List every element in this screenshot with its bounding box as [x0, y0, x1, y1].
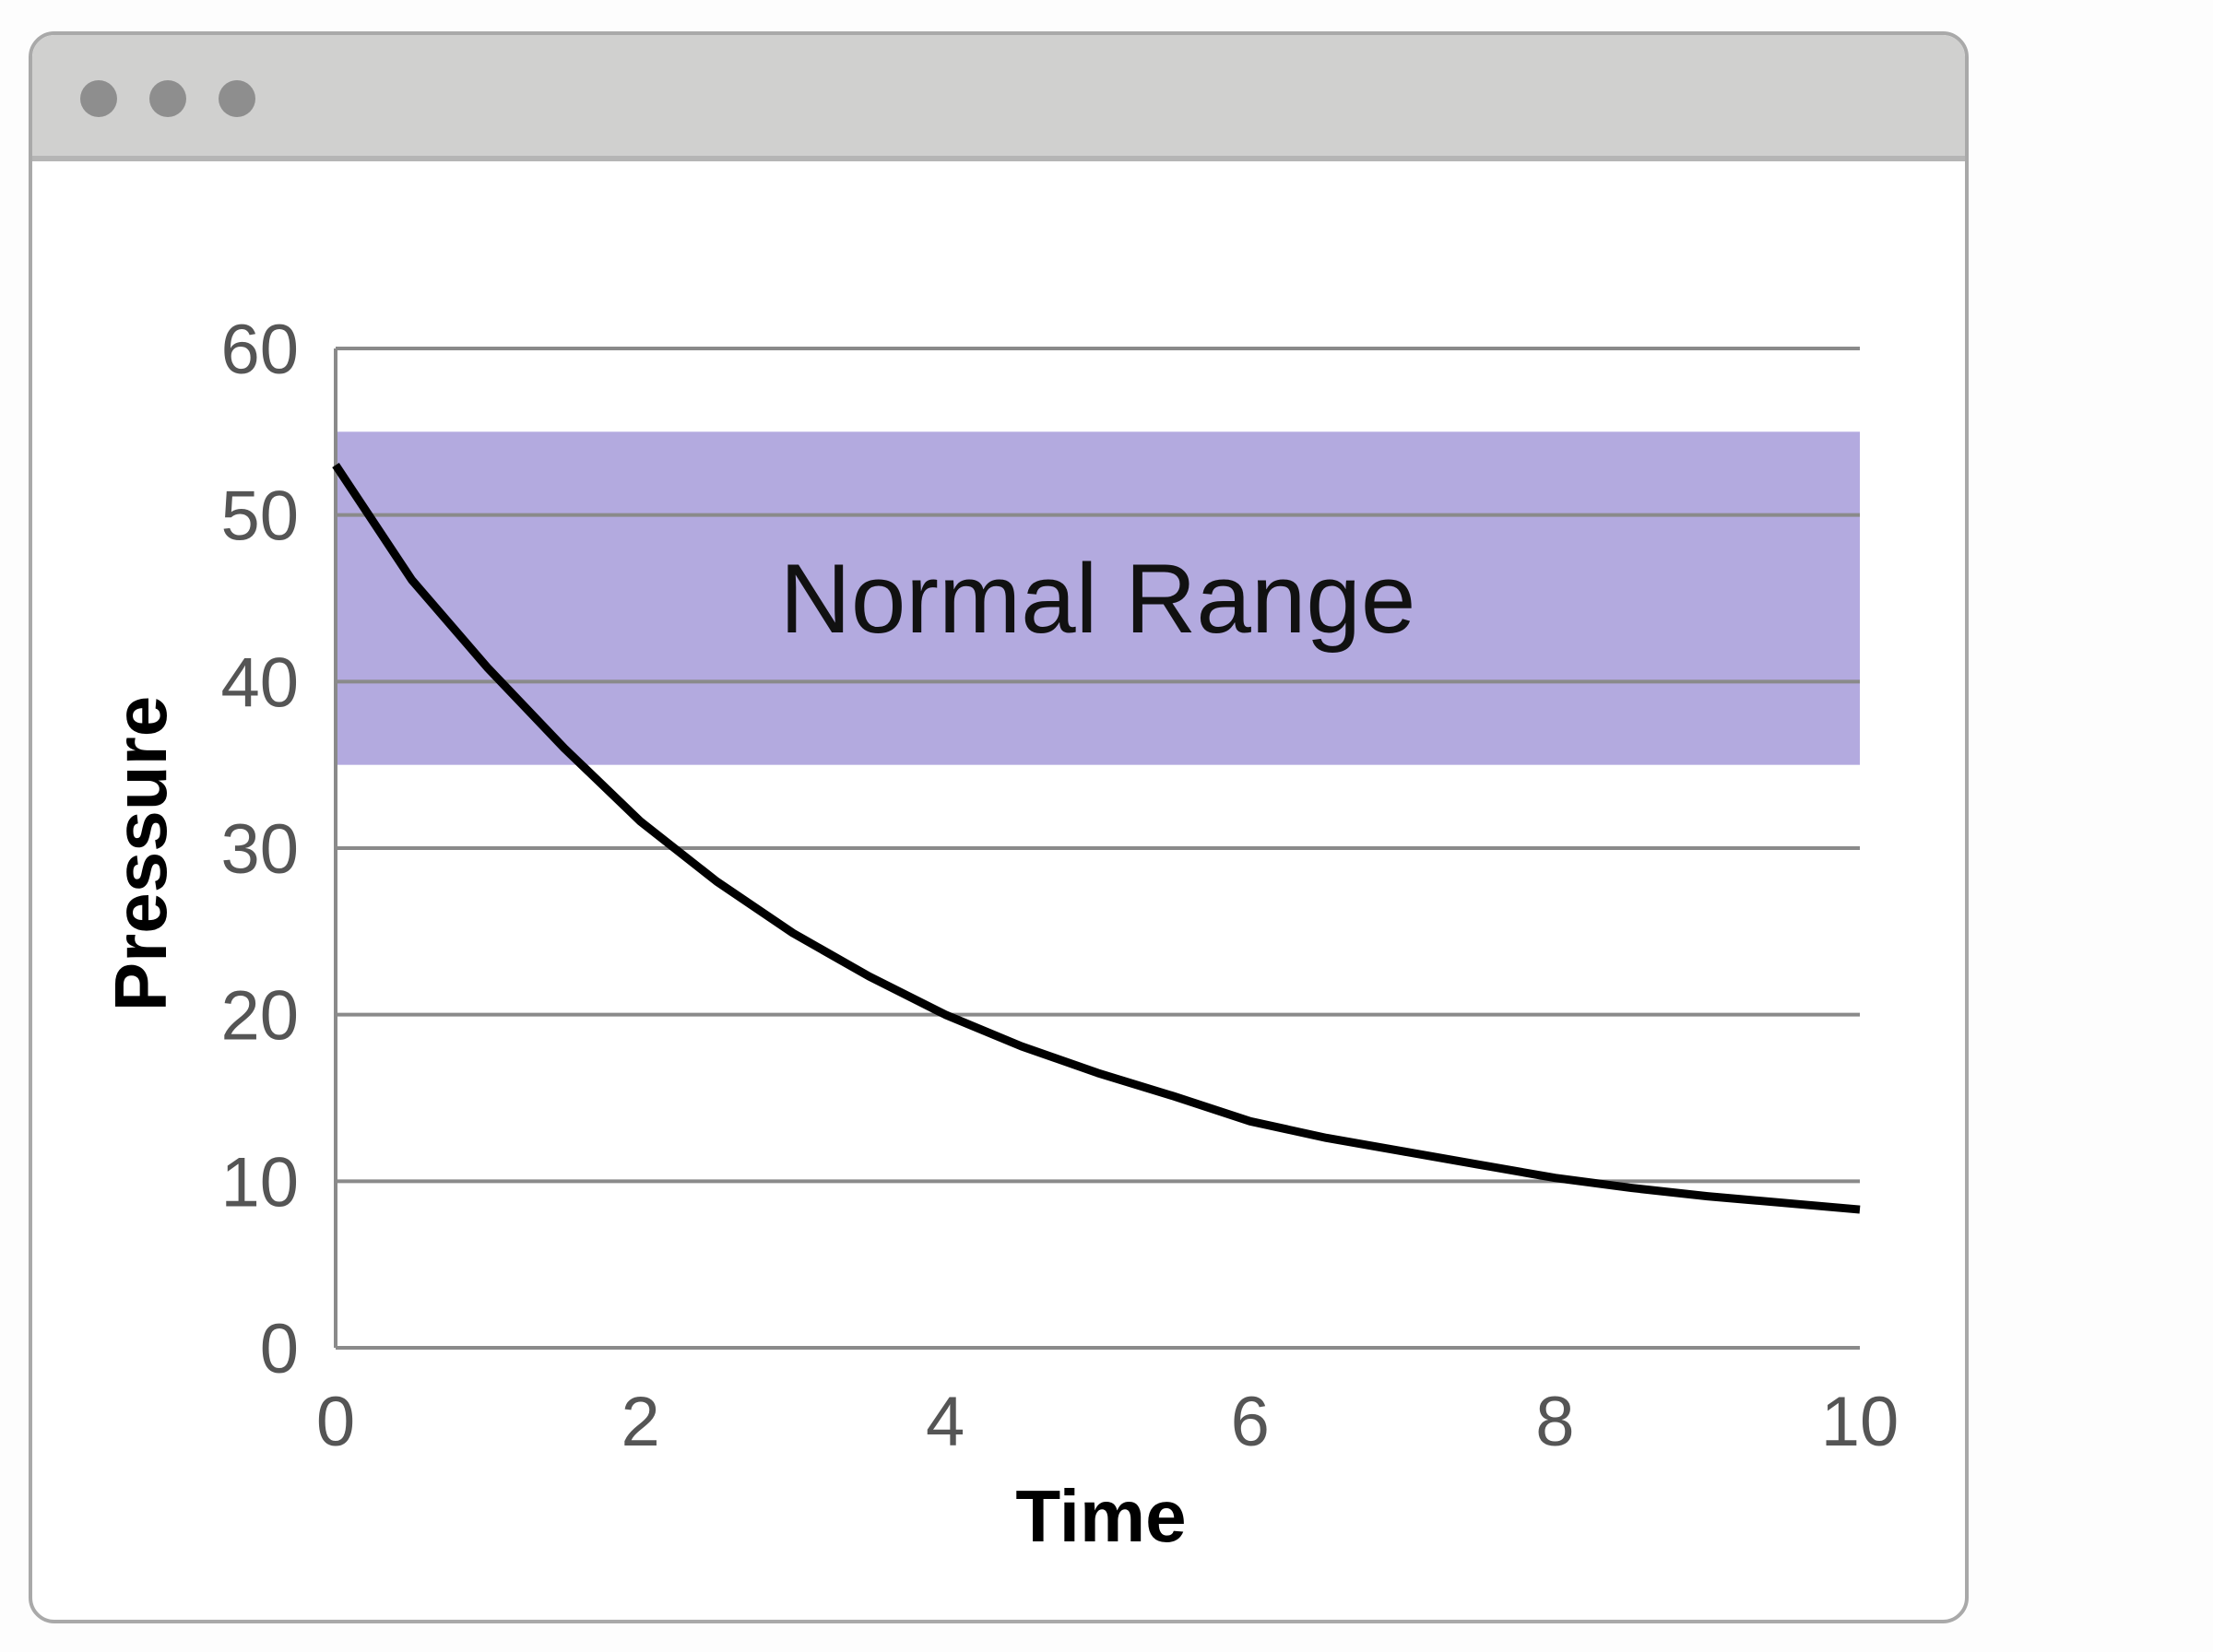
window-control-dot[interactable] [80, 80, 117, 117]
x-tick-label: 10 [1821, 1383, 1899, 1461]
x-axis-label: Time [1015, 1475, 1186, 1557]
browser-window [29, 31, 1969, 1623]
normal-range-label: Normal Range [780, 543, 1416, 654]
y-tick-label: 50 [220, 478, 299, 556]
title-bar [32, 35, 1965, 161]
y-tick-label: 30 [220, 810, 299, 889]
pressure-line [332, 462, 1861, 1214]
y-tick-label: 40 [220, 643, 299, 722]
x-tick-label: 0 [316, 1383, 355, 1461]
y-tick-label: 0 [260, 1310, 299, 1388]
y-tick-label: 10 [220, 1143, 299, 1221]
normal-range-band [336, 431, 1860, 765]
y-axis-label: Pressure [100, 696, 182, 1011]
window-control-dot[interactable] [219, 80, 255, 117]
window-control-dot[interactable] [149, 80, 186, 117]
y-tick-label: 20 [220, 977, 299, 1056]
x-tick-label: 2 [621, 1383, 659, 1461]
x-tick-label: 8 [1535, 1383, 1574, 1461]
x-tick-label: 4 [926, 1383, 964, 1461]
x-tick-label: 6 [1231, 1383, 1270, 1461]
y-tick-label: 60 [220, 311, 299, 389]
